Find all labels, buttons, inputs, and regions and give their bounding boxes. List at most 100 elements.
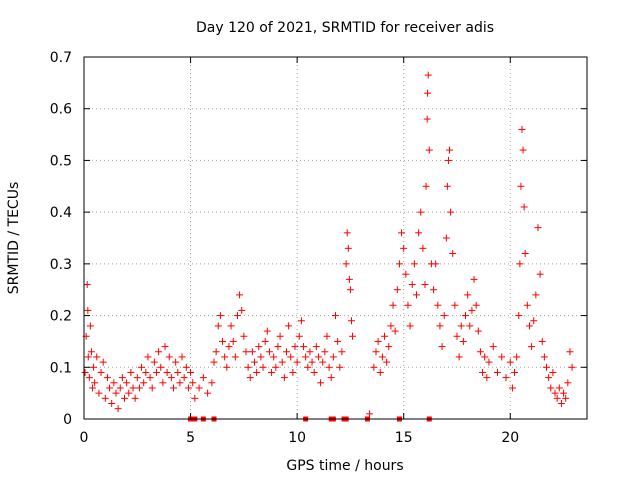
data-point (233, 312, 241, 320)
data-point (434, 301, 442, 309)
data-point (528, 343, 536, 351)
chart-title: Day 120 of 2021, SRMTID for receiver adi… (196, 20, 494, 36)
data-point (395, 260, 403, 268)
data-point (476, 348, 484, 356)
data-point (385, 343, 393, 351)
data-point (540, 353, 548, 361)
data-point (257, 353, 265, 361)
data-point (289, 368, 297, 376)
data-point (444, 156, 452, 164)
data-point (176, 379, 184, 387)
data-point (155, 348, 163, 356)
data-point (165, 353, 173, 361)
data-point (422, 182, 430, 190)
data-point (342, 260, 350, 268)
data-point (85, 374, 93, 382)
data-point (553, 394, 561, 402)
data-point (276, 332, 284, 340)
data-point (538, 337, 546, 345)
data-point (372, 348, 380, 356)
data-point (221, 353, 229, 361)
data-point (520, 203, 528, 211)
data-point (557, 399, 565, 407)
data-point (172, 358, 180, 366)
data-point (346, 286, 354, 294)
data-point (424, 89, 432, 97)
data-point (223, 363, 231, 371)
data-point (516, 260, 524, 268)
data-point (521, 250, 529, 258)
data-point (106, 384, 114, 392)
data-point (468, 306, 476, 314)
data-points (81, 71, 576, 422)
data-point (513, 353, 521, 361)
data-point (312, 343, 320, 351)
data-point (419, 244, 427, 252)
data-point (325, 363, 333, 371)
data-point (443, 182, 451, 190)
x-tick-label: 10 (288, 430, 306, 446)
data-point (297, 317, 305, 325)
data-point (144, 353, 152, 361)
data-point (376, 368, 384, 376)
data-point (238, 306, 246, 314)
data-point (274, 343, 282, 351)
data-point (511, 368, 519, 376)
data-point (332, 312, 339, 320)
data-point (404, 301, 412, 309)
data-point (432, 260, 440, 268)
data-point (91, 379, 99, 387)
data-point (321, 348, 329, 356)
data-point (304, 363, 312, 371)
data-point (474, 327, 482, 335)
data-point (389, 301, 397, 309)
data-point (244, 363, 252, 371)
data-point (84, 306, 92, 314)
plot-frame (83, 56, 588, 420)
data-point (442, 234, 450, 242)
data-point (123, 379, 131, 387)
data-point (86, 322, 94, 330)
data-point (449, 250, 457, 258)
data-point (242, 348, 250, 356)
data-point (138, 363, 146, 371)
y-tick-label: 0 (63, 412, 72, 428)
data-point (457, 322, 465, 330)
data-point (184, 384, 192, 392)
data-point (483, 374, 491, 382)
data-point (446, 146, 454, 154)
data-point (408, 281, 416, 289)
y-tick-label: 0.2 (50, 309, 72, 325)
data-point (519, 146, 527, 154)
data-point (400, 244, 408, 252)
data-point (225, 343, 233, 351)
data-point (248, 348, 256, 356)
data-point (453, 332, 461, 340)
data-point (462, 312, 470, 320)
data-point (536, 270, 544, 278)
x-tick-label: 15 (395, 430, 413, 446)
data-point (485, 358, 493, 366)
data-point (517, 182, 525, 190)
data-point (440, 312, 448, 320)
data-point (378, 353, 386, 361)
data-point (84, 353, 92, 361)
data-point (545, 374, 553, 382)
data-point (366, 410, 374, 418)
y-tick-label: 0.3 (50, 257, 72, 273)
data-point (263, 327, 271, 335)
y-tick-label: 0.7 (50, 50, 72, 66)
data-point (568, 363, 576, 371)
data-point (336, 363, 344, 371)
data-point (291, 343, 299, 351)
data-point (438, 343, 446, 351)
data-point (425, 146, 433, 154)
data-point (159, 379, 167, 387)
data-point (398, 229, 406, 237)
data-point (152, 368, 160, 376)
data-point (116, 384, 124, 392)
data-point (381, 332, 389, 340)
data-point (498, 353, 506, 361)
data-point (99, 358, 107, 366)
data-point (314, 353, 322, 361)
